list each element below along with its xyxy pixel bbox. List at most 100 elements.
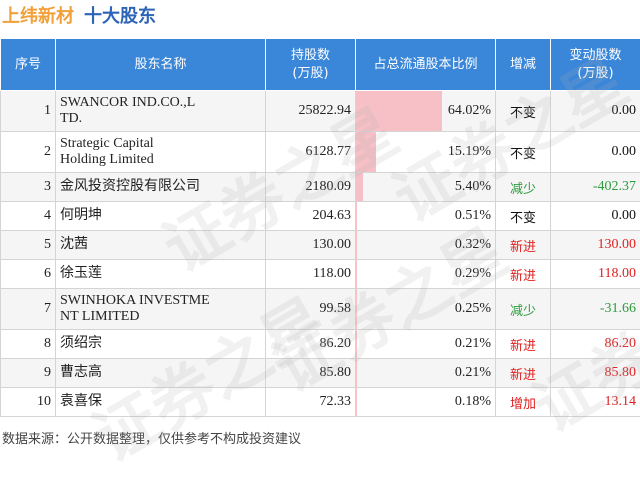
ratio-cell: 0.51% [356, 202, 496, 231]
ratio-text: 0.21% [455, 330, 491, 358]
shareholder-name-cell: 沈茜 [56, 231, 266, 260]
ratio-text: 0.29% [455, 260, 491, 288]
change-type-cell: 不变 [496, 132, 551, 173]
ratio-text: 0.32% [455, 231, 491, 259]
rank-cell: 4 [1, 202, 56, 231]
ratio-text: 64.02% [448, 91, 491, 131]
change-type-cell: 不变 [496, 202, 551, 231]
change-value-cell: 86.20 [551, 330, 640, 359]
rank-cell: 5 [1, 231, 56, 260]
ratio-cell: 15.19% [356, 132, 496, 173]
shares-cell: 99.58 [266, 289, 356, 330]
shareholder-name-cell: Strategic Capital Holding Limited [56, 132, 266, 173]
ratio-bar [356, 91, 442, 131]
rank-cell: 9 [1, 359, 56, 388]
shareholder-name-cell: 金风投资控股有限公司 [56, 173, 266, 202]
shareholder-name-cell: 徐玉莲 [56, 260, 266, 289]
change-type-cell: 新进 [496, 330, 551, 359]
col-header-ratio: 占总流通股本比例 [356, 39, 496, 91]
ratio-text: 0.51% [455, 202, 491, 230]
change-value-cell: 118.00 [551, 260, 640, 289]
shares-cell: 85.80 [266, 359, 356, 388]
ratio-cell: 0.21% [356, 359, 496, 388]
shares-cell: 72.33 [266, 388, 356, 417]
ratio-cell: 0.21% [356, 330, 496, 359]
change-type-cell: 新进 [496, 260, 551, 289]
col-header-shares: 持股数 (万股) [266, 39, 356, 91]
col-header-rank-label: 序号 [15, 57, 41, 72]
change-value-cell: 13.14 [551, 388, 640, 417]
change-type-cell: 增加 [496, 388, 551, 417]
shareholder-name-cell: 袁喜保 [56, 388, 266, 417]
ratio-cell: 0.29% [356, 260, 496, 289]
rank-cell: 2 [1, 132, 56, 173]
shares-cell: 25822.94 [266, 91, 356, 132]
col-header-rank: 序号 [1, 39, 56, 91]
ratio-text: 5.40% [455, 173, 491, 201]
data-source-note: 数据来源：公开数据整理，仅供参考不构成投资建议 [2, 428, 301, 447]
rank-cell: 3 [1, 173, 56, 202]
change-value-cell: 85.80 [551, 359, 640, 388]
col-header-name-label: 股东名称 [134, 57, 186, 72]
ratio-bar [356, 132, 376, 172]
ratio-cell: 5.40% [356, 173, 496, 202]
shareholder-name-cell: SWANCOR IND.CO.,L TD. [56, 91, 266, 132]
col-header-change-type: 增减 [496, 39, 551, 91]
col-header-change: 变动股数 (万股) [551, 39, 640, 91]
rank-cell: 10 [1, 388, 56, 417]
shareholder-name-cell: 须绍宗 [56, 330, 266, 359]
change-value-cell: 0.00 [551, 91, 640, 132]
change-type-cell: 新进 [496, 359, 551, 388]
ratio-cell: 64.02% [356, 91, 496, 132]
page-header: 上纬新材 十大股东 [2, 2, 156, 28]
table-header-row: 序号 股东名称 持股数 (万股) 占总流通股本比例 增减 变动股数 (万股) [1, 39, 640, 91]
rank-cell: 1 [1, 91, 56, 132]
ratio-text: 0.25% [455, 289, 491, 329]
ratio-text: 0.21% [455, 359, 491, 387]
rank-cell: 7 [1, 289, 56, 330]
change-type-cell: 新进 [496, 231, 551, 260]
ratio-text: 15.19% [448, 132, 491, 172]
change-value-cell: 0.00 [551, 202, 640, 231]
company-name: 上纬新材 [2, 2, 74, 28]
shares-cell: 118.00 [266, 260, 356, 289]
change-value-cell: -31.66 [551, 289, 640, 330]
page-title: 十大股东 [84, 2, 156, 28]
ratio-cell: 0.25% [356, 289, 496, 330]
col-header-change-label: 变动股数 (万股) [569, 48, 621, 81]
ratio-cell: 0.32% [356, 231, 496, 260]
shareholder-name-cell: SWINHOKA INVESTME NT LIMITED [56, 289, 266, 330]
shares-cell: 2180.09 [266, 173, 356, 202]
change-value-cell: -402.37 [551, 173, 640, 202]
ratio-bar [356, 173, 363, 201]
change-value-cell: 0.00 [551, 132, 640, 173]
shares-cell: 130.00 [266, 231, 356, 260]
shares-cell: 86.20 [266, 330, 356, 359]
ratio-text: 0.18% [455, 388, 491, 416]
ratio-cell: 0.18% [356, 388, 496, 417]
col-header-shares-label: 持股数 (万股) [291, 48, 330, 81]
col-header-name: 股东名称 [56, 39, 266, 91]
ratio-bar [356, 202, 357, 230]
shares-cell: 6128.77 [266, 132, 356, 173]
top-ten-shareholders-table: 序号 股东名称 持股数 (万股) 占总流通股本比例 增减 变动股数 (万股) 1… [0, 38, 640, 417]
change-type-cell: 减少 [496, 289, 551, 330]
rank-cell: 8 [1, 330, 56, 359]
change-value-cell: 130.00 [551, 231, 640, 260]
rank-cell: 6 [1, 260, 56, 289]
col-header-change-type-label: 增减 [510, 57, 536, 72]
shareholder-name-cell: 曹志高 [56, 359, 266, 388]
shares-cell: 204.63 [266, 202, 356, 231]
change-type-cell: 不变 [496, 91, 551, 132]
col-header-ratio-label: 占总流通股本比例 [373, 57, 477, 72]
